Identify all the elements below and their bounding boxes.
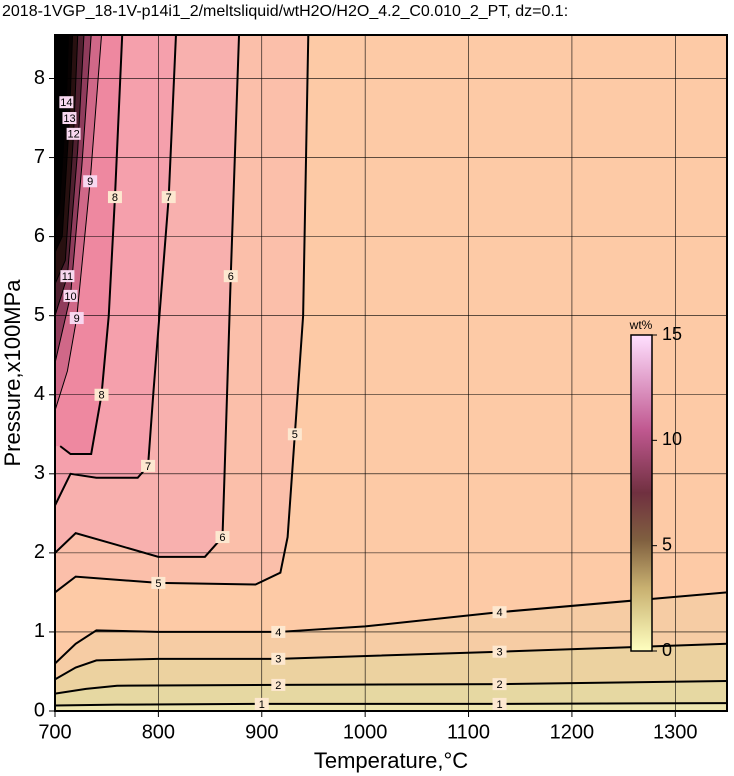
y-tick-label: 1 bbox=[34, 620, 45, 642]
contour-label: 13 bbox=[63, 113, 75, 125]
colorbar-label: wt% bbox=[629, 318, 653, 332]
contour-label: 9 bbox=[87, 176, 93, 188]
contour-label-bg bbox=[107, 191, 122, 204]
x-tick-label: 900 bbox=[245, 721, 278, 743]
contour-label-bg bbox=[492, 645, 507, 658]
contour-label-bg bbox=[161, 191, 176, 204]
colorbar-tick-label: 0 bbox=[662, 640, 672, 660]
contour-label-bg bbox=[69, 312, 84, 325]
contour-label: 14 bbox=[60, 97, 72, 109]
colorbar-tick-label: 10 bbox=[662, 429, 682, 449]
colorbar bbox=[630, 334, 653, 652]
y-tick-label: 7 bbox=[34, 146, 45, 168]
contour-label-bg bbox=[492, 697, 507, 710]
y-tick-label: 2 bbox=[34, 541, 45, 563]
y-tick-label: 3 bbox=[34, 462, 45, 484]
contour-fill bbox=[55, 35, 69, 221]
contour-line bbox=[55, 35, 74, 253]
contour-label: 8 bbox=[112, 192, 118, 204]
contour-label-bg bbox=[151, 576, 166, 589]
contour-line bbox=[55, 35, 79, 285]
colorbar-tick-label: 15 bbox=[662, 324, 682, 344]
contour-label: 6 bbox=[228, 271, 234, 283]
y-tick-label: 6 bbox=[34, 225, 45, 247]
contour-line bbox=[55, 35, 92, 364]
contour-label-bg bbox=[59, 96, 74, 109]
contour-line bbox=[55, 35, 310, 594]
contour-line bbox=[55, 35, 85, 316]
contour-label-bg bbox=[66, 127, 81, 140]
x-axis-label: Temperature,°C bbox=[314, 748, 468, 773]
contour-label: 1 bbox=[259, 699, 265, 711]
x-tick-label: 1300 bbox=[653, 721, 698, 743]
y-axis-label: Pressure,x100MPa bbox=[0, 279, 25, 467]
y-tick-label: 8 bbox=[34, 67, 45, 89]
contour-label-bg bbox=[223, 270, 238, 283]
contour-label-bg bbox=[141, 459, 156, 472]
contour-label: 6 bbox=[219, 532, 225, 544]
contour-label: 5 bbox=[292, 429, 298, 441]
plot-area bbox=[55, 35, 727, 711]
contour-label: 1 bbox=[496, 699, 502, 711]
contour-label-bg bbox=[287, 428, 302, 441]
contour-label-bg bbox=[271, 652, 286, 665]
contour-label-bg bbox=[94, 388, 109, 401]
contour-label: 11 bbox=[62, 271, 73, 283]
colorbar-tick-label: 5 bbox=[662, 534, 672, 554]
contour-label-bg bbox=[83, 175, 98, 188]
contour-label-bg bbox=[271, 625, 286, 638]
contour-label: 9 bbox=[74, 313, 80, 325]
contour-line bbox=[55, 35, 241, 558]
contour-line bbox=[55, 679, 727, 695]
contour-label: 12 bbox=[67, 129, 79, 141]
contour-label-bg bbox=[492, 606, 507, 619]
contour-label-bg bbox=[60, 270, 75, 283]
contour-label: 3 bbox=[496, 647, 502, 659]
contour-label: 5 bbox=[155, 578, 161, 590]
contour-label-bg bbox=[254, 697, 269, 710]
y-tick-label: 0 bbox=[34, 699, 45, 721]
contour-label-bg bbox=[271, 678, 286, 691]
x-tick-label: 700 bbox=[38, 721, 71, 743]
x-tick-label: 1200 bbox=[550, 721, 595, 743]
x-tick-label: 800 bbox=[142, 721, 175, 743]
x-tick-label: 1100 bbox=[447, 721, 490, 743]
contour-label: 4 bbox=[496, 607, 502, 619]
plot-frame bbox=[54, 34, 728, 712]
contour-label-bg bbox=[62, 112, 77, 125]
contour-label: 7 bbox=[145, 461, 151, 473]
contour-label: 2 bbox=[275, 680, 281, 692]
contour-label: 7 bbox=[166, 192, 172, 204]
x-tick-label: 1000 bbox=[343, 721, 388, 743]
contour-label-bg bbox=[63, 289, 78, 302]
contour-label: 3 bbox=[275, 654, 281, 666]
chart-title: 2018-1VGP_18-1V-p14i1_2/meltsliquid/wtH2… bbox=[2, 3, 568, 20]
contour-label: 10 bbox=[64, 291, 76, 303]
contour-label: 2 bbox=[496, 679, 502, 691]
y-tick-label: 5 bbox=[34, 304, 45, 326]
contour-label: 8 bbox=[98, 390, 104, 402]
contour-label-bg bbox=[492, 678, 507, 691]
contour-label-bg bbox=[215, 531, 230, 544]
y-tick-label: 4 bbox=[34, 383, 45, 405]
contour-label: 4 bbox=[275, 627, 281, 639]
